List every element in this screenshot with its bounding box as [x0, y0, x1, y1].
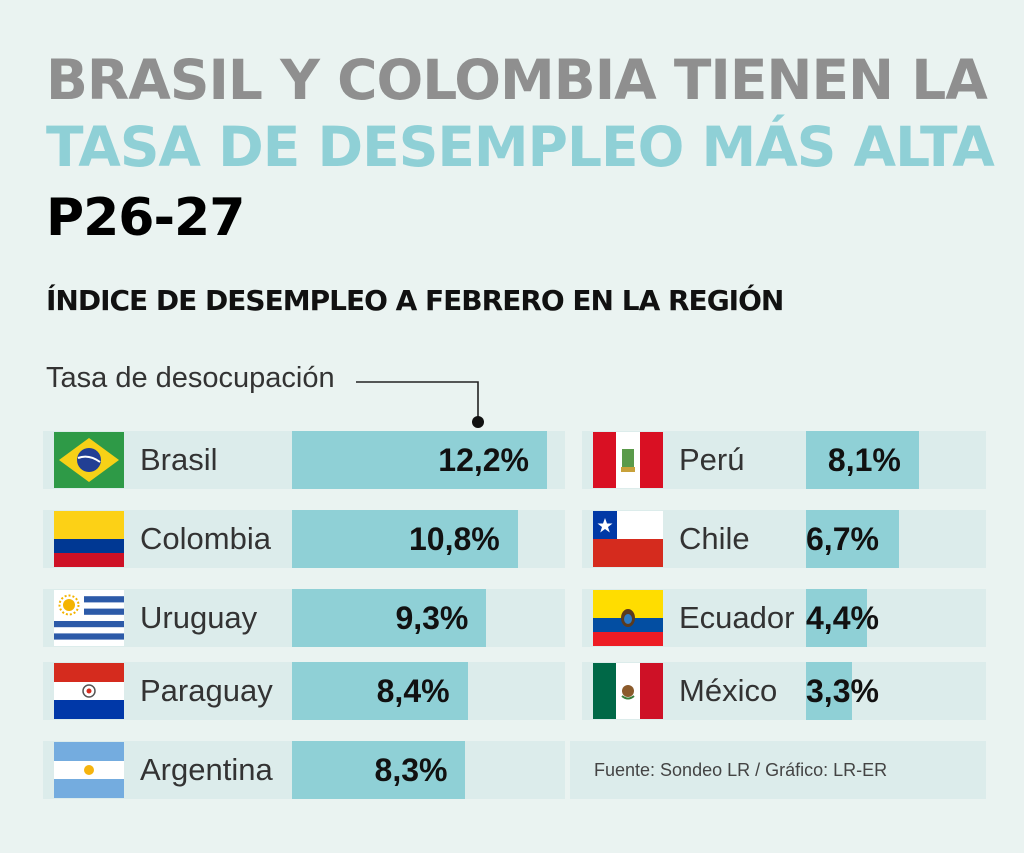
chart-subtitle: ÍNDICE DE DESEMPLEO A FEBRERO EN LA REGI… — [46, 284, 784, 317]
brazil-flag-icon — [54, 432, 124, 488]
bar-row-uruguay: Uruguay 9,3% — [43, 589, 565, 647]
bar-chile — [806, 510, 900, 568]
bar-peru — [806, 431, 919, 489]
bar-paraguay — [292, 662, 468, 720]
category-label-paraguay: Paraguay — [140, 673, 273, 708]
value-label-chile: 6,7% — [806, 521, 879, 557]
bar-row-chile: Chile 6,7% — [582, 510, 986, 568]
category-label-uruguay: Uruguay — [140, 600, 258, 635]
title-line-1: BRASIL Y COLOMBIA TIENEN LA — [46, 48, 988, 112]
value-label-ecuador: 4,4% — [806, 600, 879, 636]
title-line-2: TASA DE DESEMPLEO MÁS ALTA — [46, 115, 995, 179]
page-code: P26-27 — [46, 188, 245, 248]
measure-label: Tasa de desocupación — [46, 362, 335, 394]
category-label-argentina: Argentina — [140, 752, 273, 787]
bar-row-mexico: México 3,3% — [582, 662, 986, 720]
value-label-argentina: 8,3% — [374, 752, 448, 788]
chile-flag-icon — [593, 511, 663, 567]
bar-row-ecuador: Ecuador 4,4% — [582, 589, 986, 647]
colombia-flag-icon — [54, 511, 124, 567]
bar-colombia — [292, 510, 518, 568]
bar-argentina — [292, 741, 466, 799]
category-label-peru: Perú — [679, 442, 745, 477]
value-label-colombia: 10,8% — [409, 521, 500, 557]
value-label-paraguay: 8,4% — [376, 673, 450, 709]
category-label-chile: Chile — [679, 521, 750, 556]
uruguay-flag-icon — [54, 590, 124, 646]
bar-row-peru: Perú 8,1% — [582, 431, 986, 489]
bar-mexico — [806, 662, 852, 720]
bar-row-argentina: Argentina 8,3% — [43, 741, 565, 799]
bar-row-brasil: Brasil 12,2% — [43, 431, 565, 489]
category-label-colombia: Colombia — [140, 521, 271, 556]
paraguay-flag-icon — [54, 663, 124, 719]
peru-flag-icon — [593, 432, 663, 488]
bar-row-colombia: Colombia 10,8% — [43, 510, 565, 568]
category-label-ecuador: Ecuador — [679, 600, 795, 635]
category-label-mexico: México — [679, 673, 778, 708]
category-label-brasil: Brasil — [140, 442, 218, 477]
mexico-flag-icon — [593, 663, 663, 719]
bar-brasil — [292, 431, 547, 489]
value-label-mexico: 3,3% — [806, 673, 879, 709]
source-row: Fuente: Sondeo LR / Gráfico: LR-ER — [570, 741, 986, 799]
value-label-peru: 8,1% — [827, 442, 901, 478]
leader-path — [356, 381, 479, 420]
argentina-flag-icon — [54, 742, 124, 798]
leader-dot — [472, 416, 484, 428]
bar-row-paraguay: Paraguay 8,4% — [43, 662, 565, 720]
value-label-uruguay: 9,3% — [395, 600, 469, 636]
ecuador-flag-icon — [593, 590, 663, 646]
bar-ecuador — [806, 589, 868, 647]
bar-uruguay — [292, 589, 487, 647]
value-label-brasil: 12,2% — [438, 442, 529, 478]
source-note: Fuente: Sondeo LR / Gráfico: LR-ER — [594, 760, 888, 780]
